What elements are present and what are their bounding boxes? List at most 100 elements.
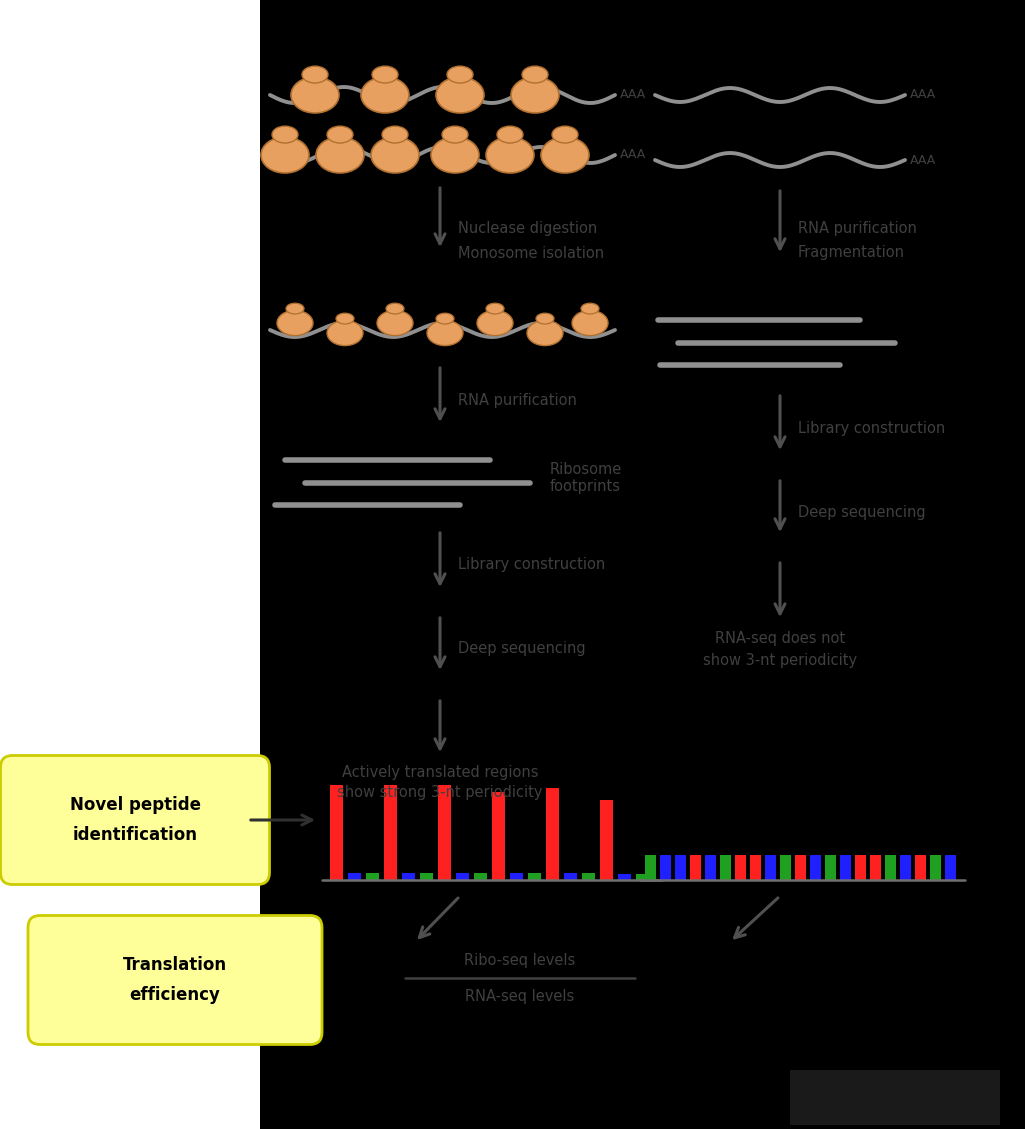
Ellipse shape xyxy=(286,304,304,314)
Bar xyxy=(528,873,541,879)
Ellipse shape xyxy=(527,321,563,345)
Ellipse shape xyxy=(272,126,298,143)
Bar xyxy=(945,855,956,879)
Bar xyxy=(438,785,451,879)
Bar xyxy=(582,873,594,879)
Ellipse shape xyxy=(572,310,608,335)
Ellipse shape xyxy=(386,304,404,314)
Bar xyxy=(675,855,686,879)
Ellipse shape xyxy=(447,67,473,84)
Ellipse shape xyxy=(371,137,419,173)
Bar xyxy=(636,874,649,879)
Bar xyxy=(840,855,851,879)
Text: AAA: AAA xyxy=(620,149,646,161)
Text: Deep sequencing: Deep sequencing xyxy=(798,505,926,519)
Text: Monosome isolation: Monosome isolation xyxy=(458,245,604,261)
Bar xyxy=(420,873,433,879)
Ellipse shape xyxy=(486,137,534,173)
Ellipse shape xyxy=(436,77,484,113)
Bar xyxy=(795,855,806,879)
Bar xyxy=(260,0,1025,1129)
Ellipse shape xyxy=(436,313,454,324)
Bar xyxy=(348,873,361,879)
Bar xyxy=(618,874,631,879)
Bar xyxy=(660,855,671,879)
Text: Nuclease digestion: Nuclease digestion xyxy=(458,220,598,236)
Ellipse shape xyxy=(442,126,468,143)
Ellipse shape xyxy=(581,304,599,314)
Bar xyxy=(384,785,397,879)
Bar xyxy=(0,680,260,1129)
Ellipse shape xyxy=(522,67,548,84)
Bar xyxy=(810,855,821,879)
Ellipse shape xyxy=(511,77,559,113)
Text: Ribo-seq levels: Ribo-seq levels xyxy=(464,953,576,968)
Bar xyxy=(564,873,577,879)
Ellipse shape xyxy=(277,310,313,335)
Text: efficiency: efficiency xyxy=(129,986,220,1004)
FancyBboxPatch shape xyxy=(0,755,270,884)
Bar xyxy=(765,855,776,879)
Text: AAA: AAA xyxy=(620,88,646,102)
Ellipse shape xyxy=(361,77,409,113)
Ellipse shape xyxy=(477,310,512,335)
Bar xyxy=(915,855,926,879)
Text: Ribosome
footprints: Ribosome footprints xyxy=(550,462,622,495)
Bar xyxy=(456,873,469,879)
Text: RNA purification: RNA purification xyxy=(458,393,577,408)
Text: Library construction: Library construction xyxy=(798,420,945,436)
Text: Novel peptide: Novel peptide xyxy=(70,796,201,814)
Ellipse shape xyxy=(327,126,353,143)
Ellipse shape xyxy=(327,321,363,345)
Ellipse shape xyxy=(372,67,398,84)
Text: Actively translated regions: Actively translated regions xyxy=(341,764,538,779)
Ellipse shape xyxy=(497,126,523,143)
Bar xyxy=(855,855,866,879)
Bar xyxy=(366,873,379,879)
Bar xyxy=(900,855,911,879)
Ellipse shape xyxy=(261,137,309,173)
Ellipse shape xyxy=(541,137,589,173)
Text: Library construction: Library construction xyxy=(458,558,605,572)
Text: show strong 3-nt periodicity: show strong 3-nt periodicity xyxy=(337,786,543,800)
Ellipse shape xyxy=(536,313,554,324)
Ellipse shape xyxy=(382,126,408,143)
Bar xyxy=(402,873,415,879)
Bar xyxy=(492,793,505,879)
Bar xyxy=(510,873,523,879)
Bar xyxy=(825,855,836,879)
Ellipse shape xyxy=(302,67,328,84)
Bar xyxy=(885,855,896,879)
Text: show 3-nt periodicity: show 3-nt periodicity xyxy=(703,653,857,667)
Ellipse shape xyxy=(552,126,578,143)
Bar xyxy=(960,0,1025,220)
Ellipse shape xyxy=(291,77,339,113)
Bar xyxy=(0,0,260,680)
Bar xyxy=(645,855,656,879)
Ellipse shape xyxy=(336,313,354,324)
Bar xyxy=(474,873,487,879)
Bar xyxy=(705,855,716,879)
Bar xyxy=(546,788,559,879)
Bar xyxy=(330,785,343,879)
Ellipse shape xyxy=(427,321,463,345)
Bar xyxy=(750,855,761,879)
Text: AAA: AAA xyxy=(910,154,936,166)
FancyBboxPatch shape xyxy=(28,916,322,1044)
Text: RNA purification: RNA purification xyxy=(798,220,917,236)
Text: Fragmentation: Fragmentation xyxy=(798,245,905,261)
Text: RNA-seq levels: RNA-seq levels xyxy=(465,989,575,1005)
Bar xyxy=(600,800,613,879)
Bar xyxy=(790,1070,1000,1124)
Text: RNA-seq does not: RNA-seq does not xyxy=(715,630,845,646)
Bar xyxy=(720,855,731,879)
Text: Deep sequencing: Deep sequencing xyxy=(458,640,585,656)
Text: AAA: AAA xyxy=(910,88,936,102)
Bar xyxy=(690,855,701,879)
Ellipse shape xyxy=(486,304,504,314)
Bar xyxy=(735,855,746,879)
Bar xyxy=(930,855,941,879)
Bar xyxy=(780,855,791,879)
Text: Translation: Translation xyxy=(123,956,228,974)
Ellipse shape xyxy=(316,137,364,173)
